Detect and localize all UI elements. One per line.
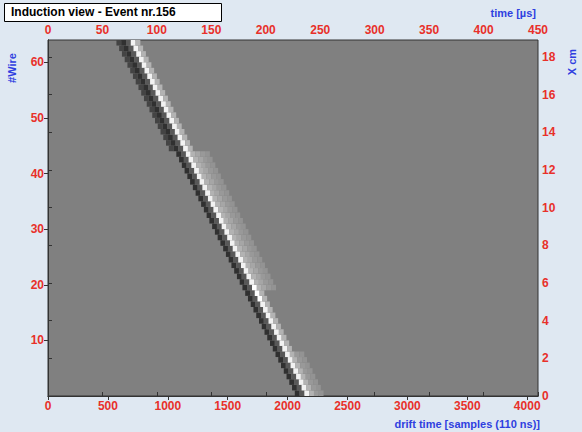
svg-text:Induction view - Event nr.156: Induction view - Event nr.156 [11, 5, 176, 19]
svg-text:10: 10 [31, 333, 45, 347]
svg-text:drift time [samples (110 ns)]: drift time [samples (110 ns)] [395, 418, 541, 430]
svg-text:50: 50 [31, 111, 45, 125]
svg-text:time [µs]: time [µs] [491, 7, 537, 19]
svg-text:0: 0 [45, 399, 52, 413]
svg-text:500: 500 [98, 399, 118, 413]
svg-text:200: 200 [256, 23, 276, 37]
svg-text:30: 30 [31, 222, 45, 236]
svg-text:400: 400 [474, 23, 494, 37]
svg-text:14: 14 [542, 125, 556, 139]
svg-text:60: 60 [31, 55, 45, 69]
svg-text:18: 18 [542, 50, 556, 64]
svg-text:3500: 3500 [454, 399, 481, 413]
svg-text:X cm: X cm [566, 49, 578, 76]
svg-text:#Wire: #Wire [6, 53, 18, 83]
svg-text:350: 350 [419, 23, 439, 37]
svg-text:250: 250 [310, 23, 330, 37]
svg-text:1500: 1500 [214, 399, 241, 413]
svg-text:8: 8 [542, 238, 549, 252]
svg-text:2500: 2500 [334, 399, 361, 413]
svg-text:20: 20 [31, 278, 45, 292]
svg-text:4: 4 [542, 314, 549, 328]
svg-text:16: 16 [542, 88, 556, 102]
svg-text:4000: 4000 [514, 399, 541, 413]
svg-text:0: 0 [45, 23, 52, 37]
svg-text:40: 40 [31, 167, 45, 181]
svg-text:450: 450 [528, 23, 548, 37]
svg-text:0: 0 [542, 389, 549, 403]
svg-text:300: 300 [365, 23, 385, 37]
svg-text:50: 50 [96, 23, 110, 37]
svg-text:10: 10 [542, 201, 556, 215]
svg-text:1000: 1000 [154, 399, 181, 413]
svg-text:2: 2 [542, 351, 549, 365]
svg-text:100: 100 [147, 23, 167, 37]
svg-text:150: 150 [201, 23, 221, 37]
svg-text:3000: 3000 [394, 399, 421, 413]
svg-text:12: 12 [542, 163, 556, 177]
svg-text:2000: 2000 [274, 399, 301, 413]
svg-text:6: 6 [542, 276, 549, 290]
